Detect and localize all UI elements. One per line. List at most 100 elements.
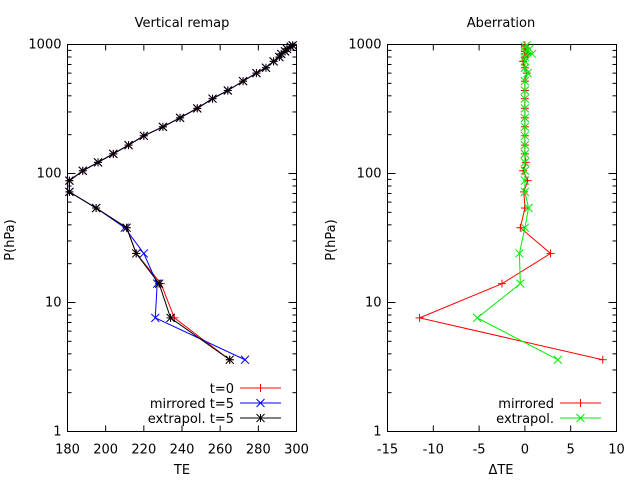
- x-tick-label: 300: [284, 443, 309, 458]
- aberration-panel: Aberration ΔTE P(hPa) -15 -10 -5 0 5 10 1 10 100…: [324, 16, 625, 478]
- data-point: [519, 166, 528, 175]
- data-point: [527, 49, 537, 59]
- data-point: [65, 176, 74, 186]
- x-tick-label: -5: [473, 443, 486, 458]
- legend: mirrored extrapol.: [496, 397, 601, 427]
- data-point: [415, 313, 424, 322]
- data-point: [108, 149, 118, 159]
- data-point: [192, 103, 202, 113]
- data-point: [525, 44, 534, 54]
- x-tick-label: 200: [93, 443, 118, 458]
- x-tick-label: 260: [208, 443, 233, 458]
- data-point: [65, 187, 74, 197]
- y-tick-label: 1: [373, 425, 381, 440]
- series-layer: [415, 40, 607, 365]
- data-point: [261, 63, 271, 73]
- legend-marker: [576, 399, 585, 407]
- data-point: [520, 46, 530, 56]
- data-point: [598, 355, 607, 364]
- data-point: [515, 279, 525, 289]
- data-point: [520, 94, 530, 104]
- series-line-0: [417, 45, 603, 361]
- data-point: [520, 41, 529, 50]
- legend-marker: [256, 398, 265, 408]
- y-tick-label: 100: [357, 167, 382, 182]
- data-point: [520, 103, 530, 113]
- data-point: [522, 40, 532, 50]
- data-point: [524, 203, 533, 213]
- data-point: [150, 313, 160, 323]
- y-tick-label: 1: [53, 425, 61, 440]
- data-point: [520, 122, 530, 132]
- data-point: [139, 131, 149, 141]
- legend-marks: [560, 399, 601, 423]
- legend-marker: [576, 413, 585, 423]
- y-tick-label: 100: [37, 167, 62, 182]
- legend-label: mirrored: [498, 397, 554, 412]
- legend: t=0 mirrored t=5 extrapol. t=5: [148, 382, 281, 427]
- data-point: [124, 140, 133, 150]
- legend-marker: [256, 413, 265, 423]
- data-point: [520, 187, 530, 197]
- y-tick-label: 10: [45, 296, 62, 311]
- data-point: [520, 223, 530, 233]
- plot-frame: [387, 44, 617, 432]
- data-point: [154, 279, 164, 289]
- y-tick-label: 10: [365, 296, 382, 311]
- data-point: [520, 140, 530, 150]
- series-layer: [65, 40, 298, 365]
- data-point: [520, 204, 529, 213]
- data-point: [498, 279, 506, 288]
- data-point: [520, 166, 530, 176]
- data-point: [520, 113, 530, 123]
- data-point: [520, 149, 530, 159]
- chart-title: Aberration: [467, 16, 535, 31]
- x-tick-label: 5: [567, 443, 575, 458]
- data-point: [238, 76, 248, 86]
- data-point: [78, 166, 88, 176]
- legend-label: extrapol.: [496, 412, 554, 427]
- x-axis-label: ΔTE: [488, 463, 513, 478]
- data-point: [516, 223, 525, 232]
- data-point: [208, 94, 217, 104]
- legend-label: t=0: [210, 382, 234, 397]
- data-point: [288, 40, 298, 50]
- x-tick-label: 220: [131, 443, 156, 458]
- data-point: [158, 122, 168, 132]
- data-point: [93, 158, 103, 167]
- data-point: [520, 63, 530, 73]
- x-tick-label: -10: [423, 443, 444, 458]
- data-point: [269, 57, 278, 66]
- vertical-remap-panel: Vertical remap TE P(hPa) 180 200 220 240 260…: [3, 16, 309, 478]
- data-point: [546, 249, 555, 258]
- data-point: [523, 68, 533, 78]
- series-line-0: [68, 44, 293, 361]
- x-tick-label: 0: [521, 443, 529, 458]
- data-point: [91, 203, 101, 213]
- data-point: [122, 223, 132, 233]
- series-line-1: [476, 44, 559, 361]
- data-point: [520, 86, 530, 95]
- data-point: [515, 249, 524, 258]
- series-line-1: [68, 44, 293, 361]
- data-point: [519, 187, 528, 196]
- x-tick-label: -15: [377, 443, 398, 458]
- data-point: [520, 57, 530, 66]
- data-point: [223, 86, 233, 95]
- legend-marker: [256, 384, 265, 392]
- data-point: [553, 355, 563, 365]
- data-point: [139, 249, 149, 258]
- x-tick-label: 240: [170, 443, 195, 458]
- y-axis-label: P(hPa): [324, 219, 339, 260]
- data-point: [472, 313, 482, 323]
- axes: 180 200 220 240 260 280 300 1 10 100 1000: [28, 38, 309, 458]
- data-point: [520, 131, 530, 141]
- data-point: [166, 313, 175, 323]
- data-point: [521, 158, 530, 167]
- data-point: [131, 249, 141, 258]
- axes: -15 -10 -5 0 5 10 1 10 100 1000: [348, 38, 624, 458]
- x-tick-label: 280: [246, 443, 271, 458]
- x-tick-label: 10: [608, 443, 625, 458]
- y-tick-label: 1000: [28, 38, 61, 53]
